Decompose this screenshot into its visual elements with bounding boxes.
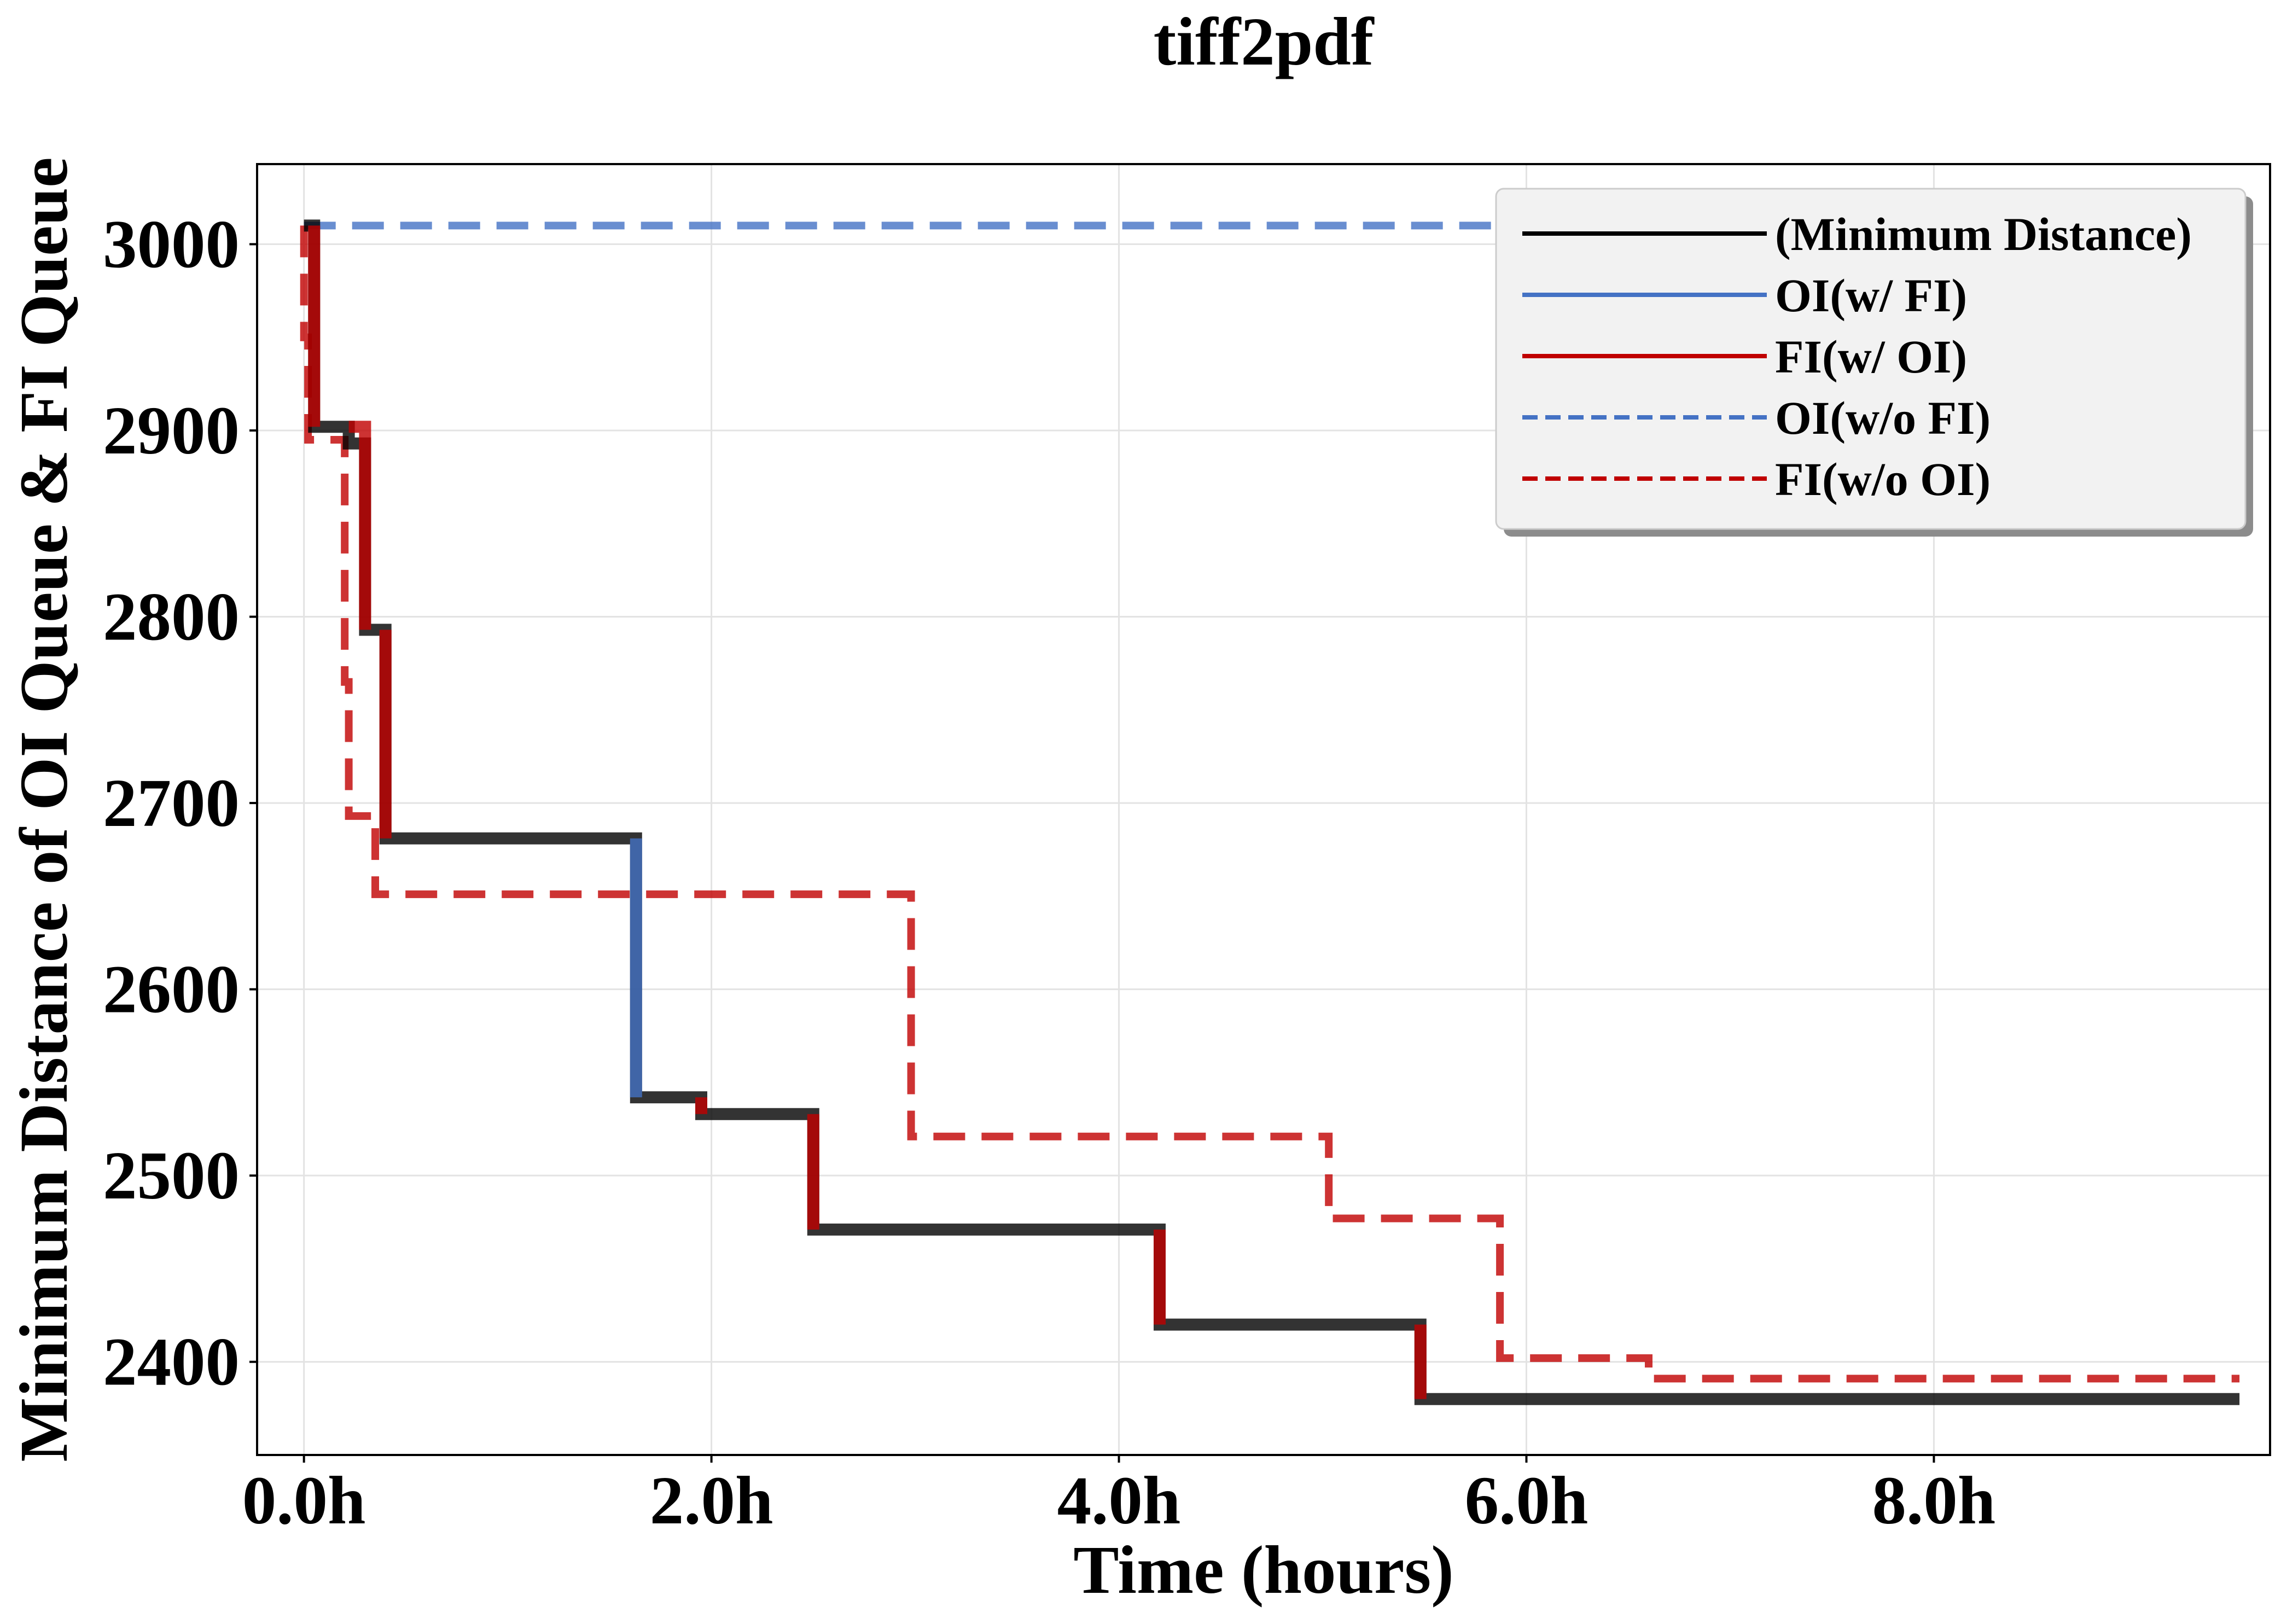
y-tick-label: 2500 <box>103 1138 240 1214</box>
y-tick-label: 2400 <box>103 1325 240 1400</box>
legend-label: FI(w/ OI) <box>1775 330 1967 383</box>
chart-title: tiff2pdf <box>1154 4 1375 80</box>
series-line-fi-w-o-oi <box>300 225 2240 1383</box>
legend-label: OI(w/ FI) <box>1775 269 1967 322</box>
legend-label: FI(w/o OI) <box>1775 453 1991 505</box>
x-axis-label: Time (hours) <box>1073 1533 1454 1608</box>
y-axis-label: Minimum Distance of OI Queue & FI Queue <box>7 157 82 1462</box>
y-tick-label: 2800 <box>103 580 240 655</box>
y-tick-label: 2600 <box>103 952 240 1028</box>
x-tick-label: 4.0h <box>1057 1463 1181 1539</box>
x-tick-label: 6.0h <box>1465 1463 1588 1539</box>
legend: (Minimum Distance) OI(w/ FI) FI(w/ OI) OI(w… <box>1495 188 2253 537</box>
y-tick-label: 3000 <box>103 207 240 282</box>
y-tick-label: 2900 <box>103 393 240 469</box>
axis-ticks: 0.0h 2.0h 4.0h 6.0h 8.0h 2400 2500 2600 2700 2800… <box>103 207 1995 1539</box>
plot-frame <box>256 163 2271 1456</box>
series-line-fi-w-oi <box>308 225 1427 1399</box>
y-tick-label: 2700 <box>103 766 240 841</box>
x-tick-label: 8.0h <box>1872 1463 1996 1539</box>
legend-box <box>1495 188 2247 530</box>
legend-label: OI(w/o FI) <box>1775 392 1991 444</box>
x-tick-label: 0.0h <box>242 1463 366 1539</box>
x-tick-label: 2.0h <box>650 1463 773 1539</box>
legend-label: (Minimum Distance) <box>1775 208 2192 260</box>
